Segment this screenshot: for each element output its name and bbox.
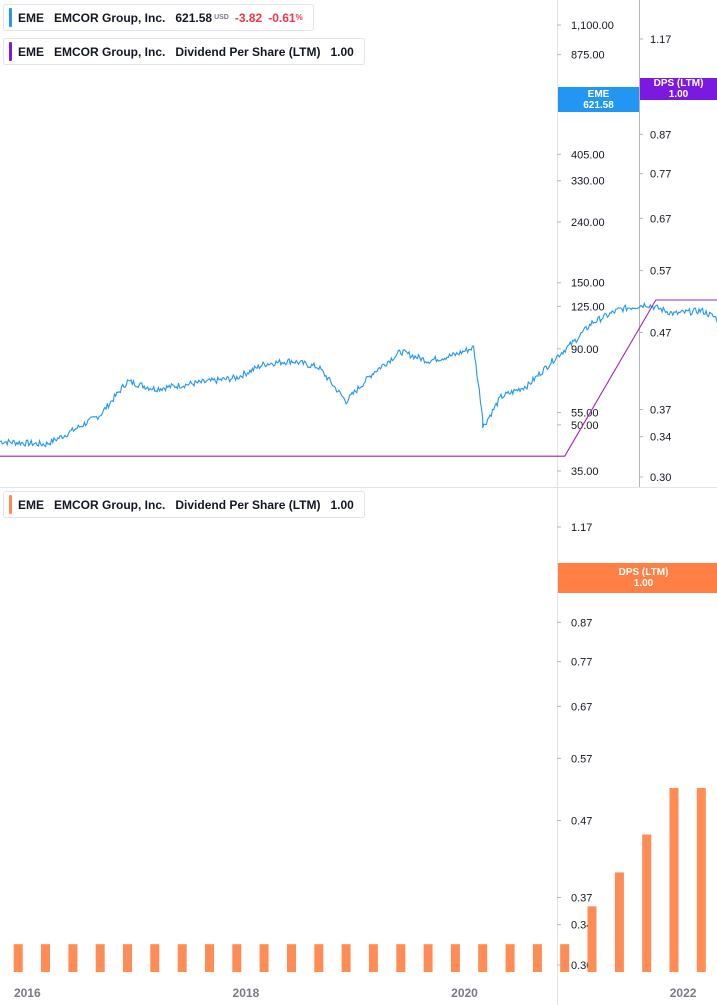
price-axis-tick-label: 330.00 bbox=[571, 176, 605, 188]
dps-bar bbox=[68, 944, 78, 972]
dps-bar bbox=[287, 944, 296, 972]
dps-bar bbox=[560, 944, 570, 972]
legend-currency: USD bbox=[214, 14, 229, 21]
price-axis-tick-label: 405.00 bbox=[571, 149, 605, 161]
price-axis-tick-label: 240.00 bbox=[571, 217, 605, 229]
legend-change-pct: -0.61 bbox=[268, 10, 296, 25]
legend-value: 1.00 bbox=[330, 497, 354, 512]
dps-axis-tick-label: 0.67 bbox=[650, 213, 671, 225]
legend-price: 621.58 bbox=[175, 10, 213, 25]
price-tag-symbol: EME bbox=[587, 89, 610, 100]
x-axis-year-label: 2022 bbox=[670, 986, 697, 1000]
dps-bar bbox=[669, 788, 679, 972]
price-tag: EME 621.58 bbox=[558, 87, 639, 112]
dps-bar bbox=[150, 944, 160, 972]
dps-bar bbox=[614, 872, 624, 972]
bar-axis-tick-label: 0.57 bbox=[571, 753, 592, 765]
price-axis-tick-label: 55.00 bbox=[571, 408, 599, 420]
dps-axis-tick-label: 0.87 bbox=[650, 129, 671, 141]
price-axis-tick-label: 150.00 bbox=[571, 278, 605, 290]
bar-axis-tick-label: 0.34 bbox=[571, 920, 592, 932]
dps-axis-tick-label: 0.34 bbox=[650, 432, 671, 444]
dps-bars bbox=[13, 788, 706, 972]
price-axis-tick-label: 35.00 bbox=[571, 466, 599, 478]
dps-bar bbox=[423, 944, 433, 972]
bar-axis-tick-label: 0.77 bbox=[571, 657, 592, 669]
dps-bar bbox=[123, 944, 132, 972]
bar-axis-tick-label: 0.67 bbox=[571, 701, 592, 713]
legend-pct-sign: % bbox=[295, 13, 303, 22]
price-legend-swatch bbox=[9, 8, 12, 27]
legend-value: 1.00 bbox=[330, 44, 354, 59]
dps-bar bbox=[396, 944, 406, 972]
dps-axis-tick-label: 0.77 bbox=[650, 169, 671, 181]
dps-line bbox=[0, 299, 717, 457]
price-tag-value: 621.58 bbox=[583, 100, 614, 111]
price-axis-tick-label: 875.00 bbox=[571, 50, 605, 62]
legend-metric: Dividend Per Share (LTM) bbox=[175, 44, 321, 59]
dps-axis-tick-label: 1.17 bbox=[650, 34, 671, 46]
dps-legend-bottom[interactable]: EME EMCOR Group, Inc. Dividend Per Share… bbox=[3, 491, 365, 518]
legend-metric: Dividend Per Share (LTM) bbox=[175, 497, 321, 512]
dps-axis-tick-label: 0.37 bbox=[650, 405, 671, 417]
bar-axis-tick-label: 0.30 bbox=[571, 960, 592, 972]
x-axis-year-label: 2016 bbox=[14, 986, 41, 1000]
dps-tag-label: DPS (LTM) bbox=[653, 78, 704, 89]
x-axis-year-label: 2020 bbox=[451, 986, 478, 1000]
price-axis-tick-label: 90.00 bbox=[571, 344, 599, 356]
legend-symbol: EME bbox=[18, 497, 45, 512]
dps-bar bbox=[341, 944, 351, 972]
legend-company: EMCOR Group, Inc. bbox=[54, 497, 166, 512]
dps-tag-value: 1.00 bbox=[668, 89, 689, 100]
dps-axis-ticks: 1.17 0.87 0.77 0.67 0.57 0.47 0.37 0.34 0.30 bbox=[639, 34, 671, 484]
dps-bar bbox=[259, 944, 269, 972]
dps-bar bbox=[587, 906, 597, 972]
dps-axis-tick-label: 0.57 bbox=[650, 265, 671, 277]
bar-legend-swatch bbox=[9, 495, 12, 514]
legend-symbol: EME bbox=[18, 10, 45, 25]
x-axis-year-label: 2018 bbox=[233, 986, 260, 1000]
bar-axis-ticks: 1.17 0.87 0.77 0.67 0.57 0.47 0.37 0.34 0.30 bbox=[557, 522, 592, 972]
dps-bar bbox=[478, 944, 488, 972]
dps-bar bbox=[41, 944, 50, 972]
legend-symbol: EME bbox=[18, 44, 45, 59]
bar-axis-tick-label: 0.87 bbox=[571, 617, 592, 629]
price-line bbox=[0, 301, 717, 448]
dps-bar bbox=[232, 944, 242, 972]
bar-dps-tag: DPS (LTM) 1.00 bbox=[558, 563, 717, 593]
bar-axis-tick-label: 0.37 bbox=[571, 893, 592, 905]
x-axis-ticks: 201620182020202220242026 bbox=[14, 986, 697, 1000]
dps-axis-tick-label: 0.47 bbox=[650, 328, 671, 340]
dps-bar bbox=[450, 944, 460, 972]
dps-bar bbox=[642, 834, 652, 972]
dps-bar bbox=[696, 788, 706, 972]
price-axis-tick-label: 1,100.00 bbox=[571, 20, 614, 32]
dps-bar bbox=[314, 944, 324, 972]
dps-bar bbox=[205, 944, 214, 972]
price-legend[interactable]: EME EMCOR Group, Inc. 621.58 USD -3.82 -… bbox=[3, 4, 314, 31]
dps-bar bbox=[532, 944, 542, 972]
dps-bar bbox=[95, 944, 105, 972]
legend-company: EMCOR Group, Inc. bbox=[54, 10, 166, 25]
price-axis-tick-label: 50.00 bbox=[571, 420, 599, 432]
dps-bar bbox=[368, 944, 378, 972]
bar-axis-tick-label: 1.17 bbox=[571, 522, 592, 534]
dps-bar bbox=[13, 944, 23, 972]
bar-dps-tag-value: 1.00 bbox=[633, 578, 654, 589]
legend-change: -3.82 bbox=[234, 10, 263, 25]
bar-axis-tick-label: 0.47 bbox=[571, 816, 592, 828]
dps-legend-top[interactable]: EME EMCOR Group, Inc. Dividend Per Share… bbox=[3, 38, 365, 65]
dps-bar bbox=[505, 944, 515, 972]
dps-legend-swatch bbox=[9, 42, 12, 61]
dps-tag: DPS (LTM) 1.00 bbox=[640, 78, 717, 100]
dps-axis-tick-label: 0.30 bbox=[650, 472, 671, 484]
legend-company: EMCOR Group, Inc. bbox=[54, 44, 166, 59]
price-axis-tick-label: 125.00 bbox=[571, 301, 605, 313]
bar-dps-tag-label: DPS (LTM) bbox=[618, 567, 669, 578]
dps-bar bbox=[177, 944, 187, 972]
